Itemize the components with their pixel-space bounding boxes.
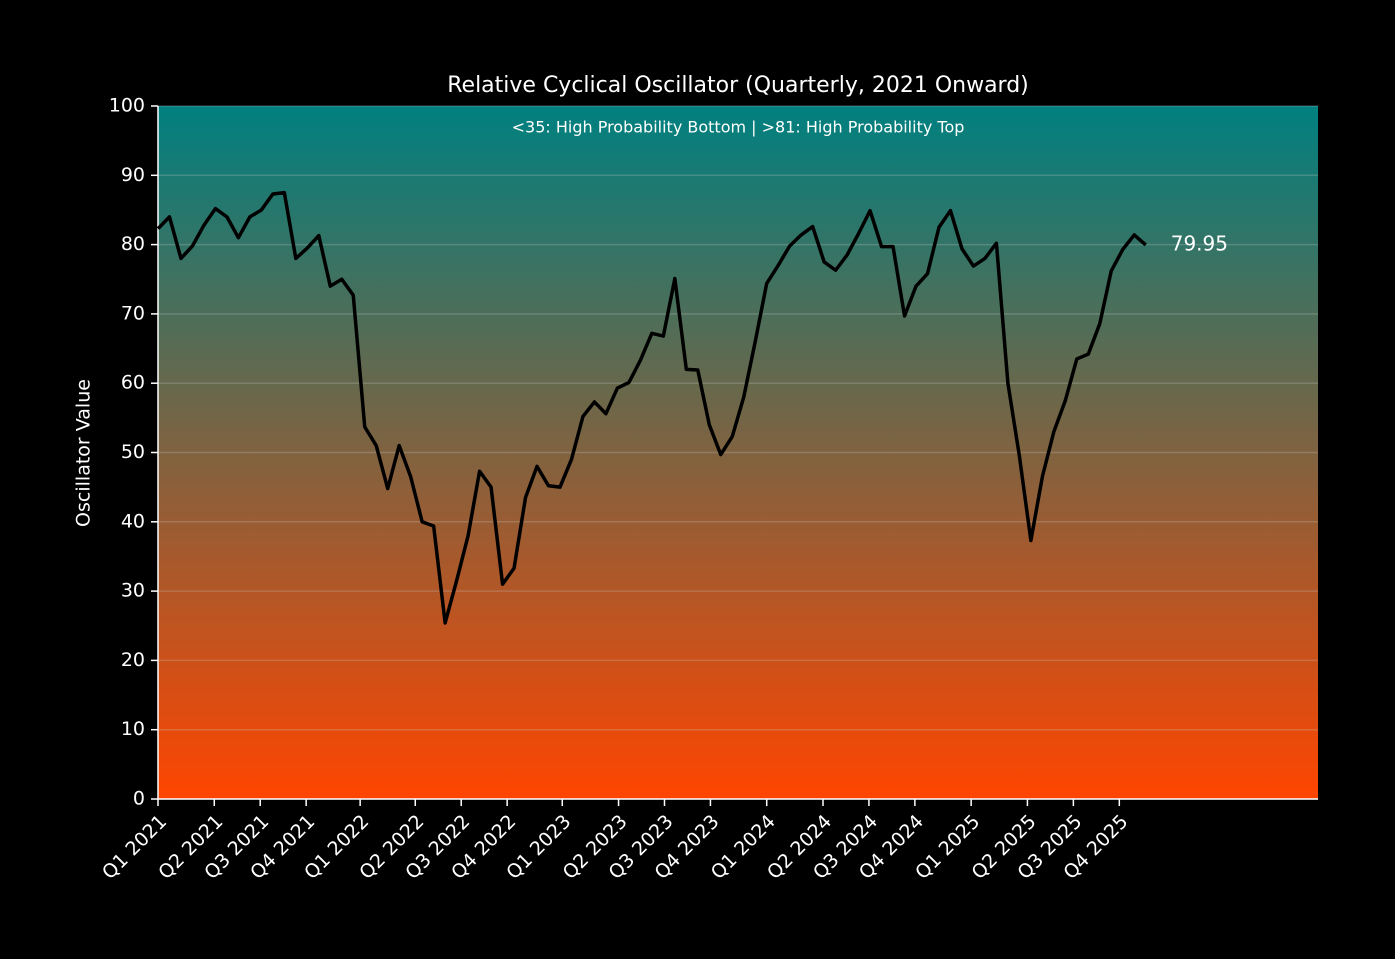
y-tick-label: 30	[121, 580, 145, 602]
annotation: <35: High Probability Bottom | >81: High…	[512, 118, 965, 137]
y-axis-label: Oscillator Value	[73, 379, 95, 527]
chart-title: Relative Cyclical Oscillator (Quarterly,…	[447, 73, 1029, 98]
y-tick-label: 90	[121, 164, 145, 186]
y-tick-label: 40	[121, 510, 145, 532]
y-tick-label: 70	[121, 302, 145, 324]
y-tick-label: 100	[109, 95, 145, 117]
plot-background	[158, 106, 1318, 799]
y-tick-label: 60	[121, 372, 145, 394]
last-value-label: 79.95	[1171, 231, 1228, 255]
y-tick-label: 20	[121, 649, 145, 671]
y-tick-label: 10	[121, 718, 145, 740]
y-tick-label: 0	[133, 788, 145, 810]
y-tick-label: 50	[121, 441, 145, 463]
line	[156, 190, 1147, 625]
y-tick-label: 80	[121, 233, 145, 255]
